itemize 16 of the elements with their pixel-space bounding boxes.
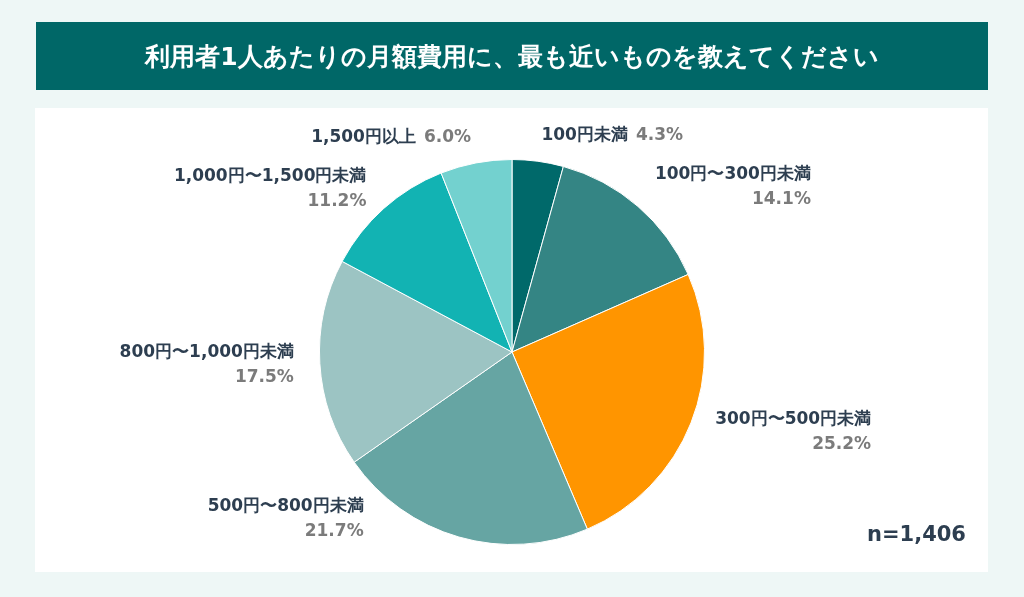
data-label: 25.2% [812, 433, 872, 454]
data-label: 11.2% [307, 189, 367, 210]
chart-title: 利用者1人あたりの月額費用に、最も近いものを教えてください [36, 22, 988, 90]
text: n=1,406 [867, 522, 966, 546]
slice-label: 1,500円以上 [311, 125, 416, 146]
slice-label: 100円〜300円未満 [654, 162, 811, 183]
data-label: 6.0% [423, 125, 472, 146]
data-label: 21.7% [304, 519, 364, 540]
slice-label: 1,000円〜1,500円未満 [173, 164, 367, 185]
slice-label: 300円〜500円未満 [715, 408, 872, 429]
data-label: 14.1% [751, 187, 811, 208]
data-label: 4.3% [635, 123, 684, 144]
slice-label: 500円〜800円未満 [207, 494, 364, 515]
slice-label: 100円未満 [541, 123, 628, 144]
data-label: 17.5% [234, 365, 294, 386]
slice-label: 800円〜1,000円未満 [119, 340, 294, 361]
